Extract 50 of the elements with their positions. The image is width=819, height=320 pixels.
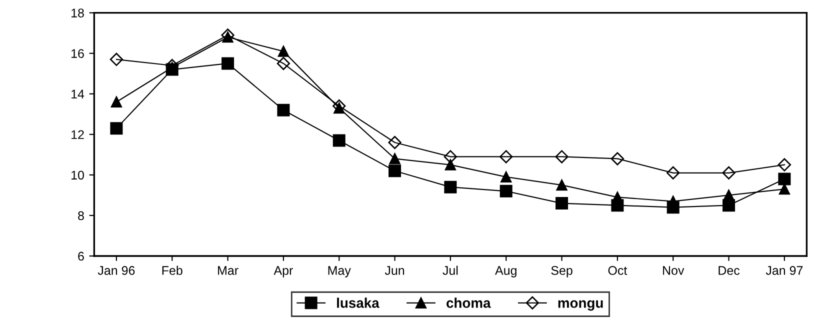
point <box>388 164 402 178</box>
point <box>500 171 512 183</box>
point <box>722 166 736 180</box>
point <box>277 104 290 116</box>
point <box>222 57 234 70</box>
legend-label: mongu <box>558 300 603 311</box>
point <box>666 166 680 180</box>
x-tick-label: Apr <box>274 266 293 278</box>
y-tick-label: 6 <box>78 252 84 261</box>
point <box>444 150 458 164</box>
point <box>444 180 457 194</box>
x-tick-label: Feb <box>162 266 182 275</box>
point <box>110 122 123 135</box>
point <box>610 152 624 166</box>
x-tick-label: Jul <box>442 266 458 275</box>
x-tick-label: Dec <box>718 266 740 275</box>
point <box>444 159 456 170</box>
y-tick-label: 14 <box>72 90 84 98</box>
y-tick-label: 18 <box>72 8 84 18</box>
point <box>389 153 400 164</box>
point <box>778 184 790 195</box>
x-tick-label: Jan 96 <box>98 266 135 275</box>
point <box>110 52 124 66</box>
point <box>500 184 512 198</box>
point <box>778 172 791 186</box>
x-tick-label: Sep <box>551 266 572 278</box>
x-tick-label: Aug <box>495 266 516 278</box>
point <box>556 180 568 191</box>
legend-label: lusaka <box>337 298 380 308</box>
x-tick-label: May <box>328 266 351 278</box>
point <box>778 158 792 172</box>
point <box>555 150 568 164</box>
y-tick-label: 12 <box>72 130 84 139</box>
y-tick-label: 8 <box>78 211 84 220</box>
x-tick-label: Nov <box>663 266 684 275</box>
x-tick-label: Jun <box>384 266 404 275</box>
point <box>388 136 402 150</box>
y-tick-label: 10 <box>72 170 84 180</box>
x-tick-label: Oct <box>608 266 628 275</box>
y-tick-label: 16 <box>72 49 84 58</box>
x-tick-label: Jan 97 <box>766 266 803 275</box>
point <box>110 96 122 108</box>
point <box>276 56 290 70</box>
point <box>723 190 734 201</box>
point <box>556 197 568 210</box>
point <box>332 134 346 147</box>
point <box>500 150 513 164</box>
legend-label: choma <box>446 298 491 308</box>
point <box>278 46 290 57</box>
x-tick-label: Mar <box>218 266 238 275</box>
